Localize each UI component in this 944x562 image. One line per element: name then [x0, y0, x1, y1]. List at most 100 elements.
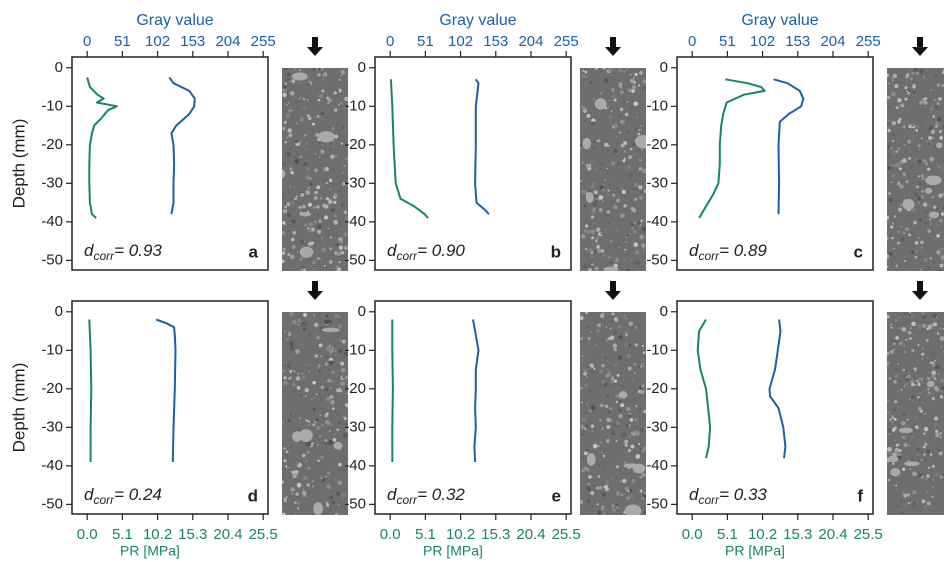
aggregate — [340, 250, 345, 255]
aggregate — [337, 462, 342, 467]
aggregate — [909, 411, 914, 415]
aggregate — [638, 70, 644, 76]
aggregate — [926, 481, 928, 483]
aggregate — [906, 331, 908, 333]
aggregate — [316, 256, 321, 261]
aggregate — [911, 135, 914, 138]
aggregate — [887, 154, 890, 157]
aggregate — [917, 196, 922, 201]
aggregate — [635, 260, 641, 266]
aggregate — [638, 366, 641, 368]
aggregate — [333, 200, 337, 204]
aggregate — [622, 324, 625, 327]
aggregate — [316, 205, 320, 209]
aggregate — [282, 251, 285, 254]
aggregate — [611, 312, 615, 316]
aggregate — [330, 198, 333, 201]
aggregate — [625, 481, 628, 484]
aggregate — [583, 204, 587, 208]
y-tick-label: 0 — [358, 59, 366, 76]
aggregate — [910, 501, 913, 504]
aggregate — [309, 177, 312, 180]
stone — [333, 441, 343, 450]
aggregate — [318, 93, 324, 99]
aggregate — [582, 108, 588, 113]
aggregate — [929, 257, 933, 260]
aggregate — [929, 453, 933, 456]
y-tick-label: 0 — [660, 303, 668, 320]
aggregate — [289, 345, 295, 351]
aggregate — [302, 146, 304, 148]
aggregate — [321, 423, 325, 427]
aggregate — [593, 249, 598, 254]
stone — [890, 468, 901, 477]
aggregate — [327, 471, 331, 475]
aggregate — [294, 192, 299, 196]
aggregate — [608, 336, 612, 340]
annotation-text: = 0.24 — [114, 485, 162, 504]
aggregate — [642, 168, 646, 174]
aggregate — [290, 487, 295, 492]
aggregate — [309, 182, 313, 186]
aggregate — [580, 180, 583, 183]
aggregate — [924, 210, 929, 215]
annotation-text: = 0.32 — [417, 485, 465, 504]
profile-line — [474, 78, 490, 215]
aggregate — [601, 363, 605, 368]
aggregate — [927, 143, 930, 146]
y-tick-label: -10 — [41, 341, 63, 358]
aggregate — [321, 244, 324, 247]
aggregate — [616, 187, 619, 190]
aggregate — [322, 168, 326, 172]
aggregate — [922, 198, 924, 201]
aggregate — [595, 236, 599, 241]
aggregate — [628, 494, 634, 499]
aggregate — [322, 478, 326, 482]
aggregate — [292, 230, 297, 235]
aggregate — [610, 261, 613, 264]
aggregate — [282, 368, 286, 373]
aggregate — [887, 236, 889, 240]
aggregate — [893, 417, 897, 421]
stone — [925, 187, 933, 194]
aggregate — [580, 433, 583, 436]
aggregate — [339, 338, 341, 341]
aggregate — [605, 338, 609, 342]
aggregate — [599, 91, 603, 95]
aggregate — [897, 230, 900, 234]
aggregate — [336, 491, 341, 496]
stone — [291, 72, 308, 81]
aggregate — [318, 364, 321, 367]
aggregate — [642, 493, 646, 498]
aggregate — [940, 198, 944, 202]
aggregate — [314, 354, 319, 358]
aggregate — [609, 327, 612, 330]
aggregate — [332, 438, 337, 442]
aggregate — [900, 237, 905, 242]
aggregate — [341, 483, 345, 487]
aggregate — [594, 140, 597, 143]
aggregate — [892, 348, 895, 352]
aggregate — [296, 107, 298, 109]
aggregate — [317, 224, 322, 229]
aggregate — [911, 169, 916, 174]
aggregate — [606, 425, 611, 430]
aggregate — [625, 333, 628, 337]
aggregate — [916, 379, 920, 383]
aggregate — [296, 229, 299, 231]
aggregate — [291, 470, 295, 474]
core-texture — [580, 312, 646, 515]
aggregate — [599, 313, 605, 318]
x2-tick-label: 255 — [251, 33, 276, 50]
aggregate — [334, 313, 339, 319]
aggregate — [308, 241, 313, 246]
aggregate — [301, 453, 306, 458]
aggregate — [610, 110, 613, 112]
aggregate — [316, 443, 319, 446]
profile-line — [472, 319, 480, 463]
aggregate — [282, 209, 288, 214]
aggregate — [301, 374, 307, 380]
aggregate — [932, 479, 935, 481]
aggregate — [931, 247, 934, 250]
aggregate — [329, 148, 332, 151]
